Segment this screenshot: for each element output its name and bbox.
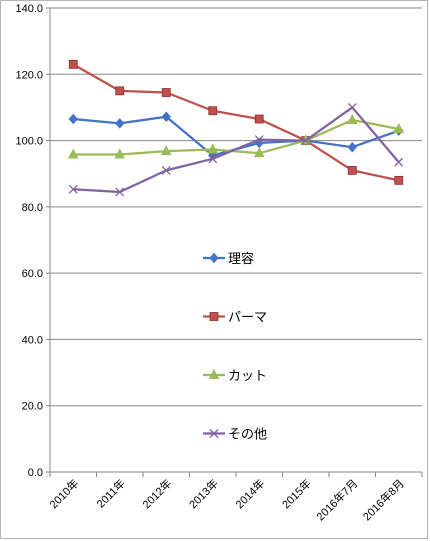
legend-item-1: 理容: [203, 251, 254, 267]
data-point: [394, 157, 404, 167]
data-point: [115, 86, 125, 96]
y-tick-label: 0.0: [28, 467, 43, 479]
x-tick-label: 2016年8月: [360, 476, 407, 523]
series-layer: [67, 59, 405, 197]
data-point: [393, 122, 405, 133]
y-tick-label: 40.0: [22, 334, 43, 346]
x-tick-label: 2012年: [139, 476, 174, 511]
data-point: [207, 143, 219, 154]
data-point: [253, 147, 265, 158]
data-point: [254, 135, 264, 145]
y-tick-label: 80.0: [22, 202, 43, 214]
legend-label: 理容: [228, 251, 254, 267]
series-line: [73, 106, 400, 194]
data-point: [161, 88, 171, 97]
legend-item-3: カット: [203, 368, 267, 384]
series-4: [68, 102, 404, 197]
legend-marker: [209, 252, 219, 264]
x-marker-stroke: [209, 429, 219, 438]
x-marker-stroke: [208, 154, 218, 164]
legend-marker: [208, 368, 220, 379]
x-tick-label: 2013年: [186, 476, 221, 511]
x-tick-label: 2015年: [279, 476, 314, 511]
data-point: [68, 184, 78, 194]
x-tick-label: 2014年: [232, 476, 267, 511]
data-point: [346, 113, 358, 125]
grid-layer: [50, 7, 422, 407]
legend-label: カット: [228, 369, 267, 384]
data-point: [347, 165, 357, 175]
data-point: [115, 118, 125, 129]
data-point: [347, 141, 357, 153]
data-point: [208, 106, 218, 116]
x-tick-label: 2016年7月: [313, 476, 360, 523]
x-marker-stroke: [347, 102, 357, 112]
y-tick-label: 60.0: [22, 268, 43, 280]
data-point: [301, 136, 311, 146]
data-point: [161, 165, 171, 175]
x-marker-stroke: [394, 157, 404, 167]
x-tick-label: 2011年: [93, 476, 127, 510]
data-point: [68, 59, 78, 69]
data-point: [115, 187, 125, 197]
legend-marker: [209, 429, 219, 438]
series-line: [73, 118, 399, 156]
x-marker-stroke: [301, 136, 311, 146]
series-line: [72, 63, 399, 182]
legend-label: その他: [228, 428, 267, 443]
legend-item-2: パーマ: [203, 311, 267, 326]
x-marker-stroke: [161, 165, 171, 175]
x-tick-label: 2010年: [46, 476, 81, 511]
data-point: [114, 148, 126, 159]
data-point: [254, 114, 264, 124]
data-point: [208, 154, 218, 164]
legend-label: パーマ: [228, 311, 267, 326]
x-marker-stroke: [254, 135, 264, 145]
y-tick-labels: 0.0 20.0 40.0 60.0 80.0 100.0 120.0 140.0: [15, 3, 43, 479]
x-marker-stroke: [115, 187, 125, 197]
data-point: [161, 111, 171, 122]
data-point: [394, 175, 404, 185]
data-point: [68, 113, 78, 125]
y-tick-label: 140.0: [15, 3, 43, 15]
x-marker-stroke: [68, 184, 78, 194]
y-tick-label: 120.0: [15, 69, 43, 81]
data-point: [160, 145, 172, 156]
y-tick-label: 20.0: [22, 401, 43, 413]
axis-layer: [46, 7, 423, 477]
data-point: [67, 148, 79, 159]
legend-item-4: その他: [203, 428, 267, 443]
y-tick-label: 100.0: [15, 136, 43, 148]
x-tick-labels: 2010年 2011年 2012年 2013年 2014年 2015年 2016年7月 201…: [46, 476, 406, 523]
data-point: [347, 102, 357, 112]
legend-marker: [209, 312, 219, 321]
